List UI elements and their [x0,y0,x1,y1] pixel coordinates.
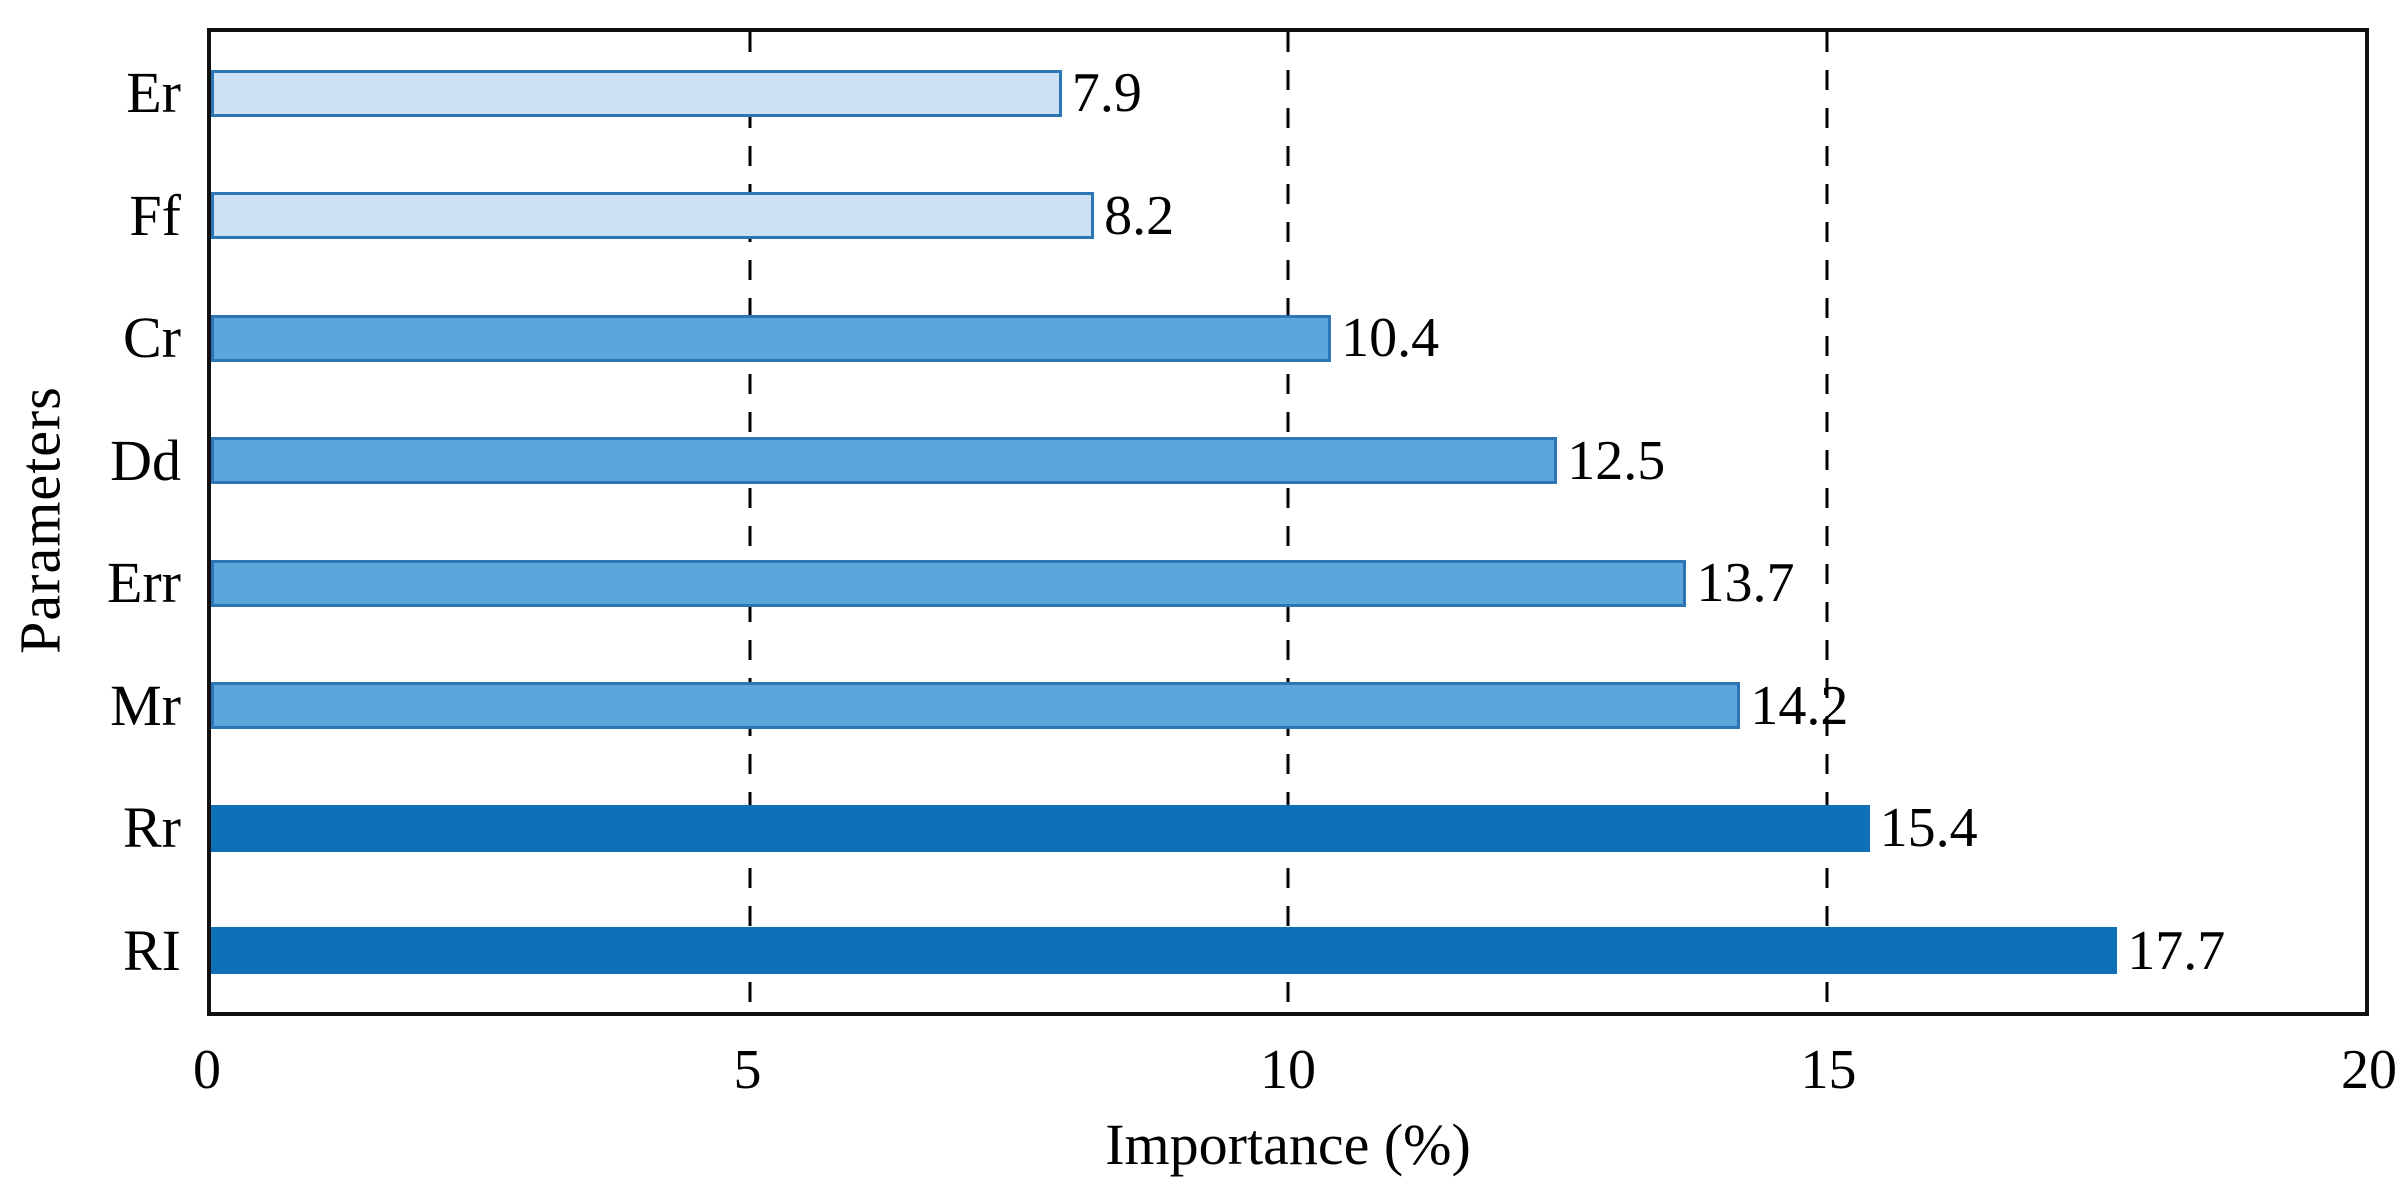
bar-mr [211,682,1741,730]
value-label: 7.9 [1071,62,1142,125]
category-label: Dd [110,427,181,493]
gridline-x-5 [748,32,751,1012]
bar-row-err: Err 13.7 [107,522,2365,645]
gridline-x-10 [1286,32,1290,1012]
value-label: 8.2 [1104,184,1175,247]
category-label: RI [123,917,181,983]
category-label: Ff [129,182,181,248]
bars-layer: Er 7.9 Ff 8.2 Cr 10.4 Dd 12.5 Err 13.7 Mr 14.2 Rr 15.… [107,32,2365,1013]
x-axis-tick-labels: 0 5 10 15 20 [193,1039,2397,1112]
bar-ff [211,192,1095,240]
bar-row-rr: Rr 15.4 [123,767,2365,890]
bar-rr [211,804,1870,852]
category-label: Err [106,550,181,616]
value-label: 17.7 [2127,919,2226,982]
category-label: Cr [123,305,181,371]
value-label: 12.5 [1567,429,1666,492]
bar-row-ff: Ff 8.2 [129,155,2365,278]
bar-row-dd: Dd 12.5 [110,400,2365,523]
category-label: Er [126,60,181,126]
value-label: 10.4 [1341,307,1440,370]
gridline-x-15 [1825,32,1828,1012]
y-axis-title: Parameters [7,386,73,654]
bar-er [211,69,1062,117]
bar-row-er: Er 7.9 [126,32,2365,155]
x-tick-15: 15 [1800,1039,1857,1101]
x-tick-10: 10 [1260,1039,1316,1101]
value-label: 13.7 [1696,552,1795,615]
x-axis-title: Importance (%) [1105,1112,1471,1177]
bar-cr [211,314,1332,362]
x-tick-20: 20 [2341,1039,2397,1101]
bar-dd [211,437,1558,485]
plot-area: Er 7.9 Ff 8.2 Cr 10.4 Dd 12.5 Err 13.7 Mr 14.2 Rr 15.… [107,28,2369,1016]
x-tick-0: 0 [193,1039,221,1101]
bar-row-ri: RI 17.7 [123,890,2365,1013]
bar-row-cr: Cr 10.4 [123,277,2365,400]
value-label: 14.2 [1750,674,1849,737]
x-tick-5: 5 [733,1039,762,1101]
bar-err [211,559,1687,607]
bar-ri [211,927,2118,975]
category-label: Mr [110,672,181,738]
category-label: Rr [123,795,181,861]
bar-row-mr: Mr 14.2 [110,645,2365,768]
value-label: 15.4 [1879,797,1978,860]
